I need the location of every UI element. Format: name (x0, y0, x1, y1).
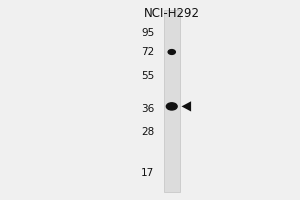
Text: 36: 36 (141, 104, 154, 114)
Text: 28: 28 (141, 127, 154, 137)
Text: 72: 72 (141, 47, 154, 57)
Bar (164, 10, 180, 192)
Circle shape (166, 103, 177, 110)
Circle shape (168, 50, 175, 54)
Text: 17: 17 (141, 168, 154, 178)
Polygon shape (182, 101, 191, 112)
Text: 95: 95 (141, 28, 154, 38)
Text: 55: 55 (141, 71, 154, 81)
Text: NCI-H292: NCI-H292 (144, 7, 200, 20)
